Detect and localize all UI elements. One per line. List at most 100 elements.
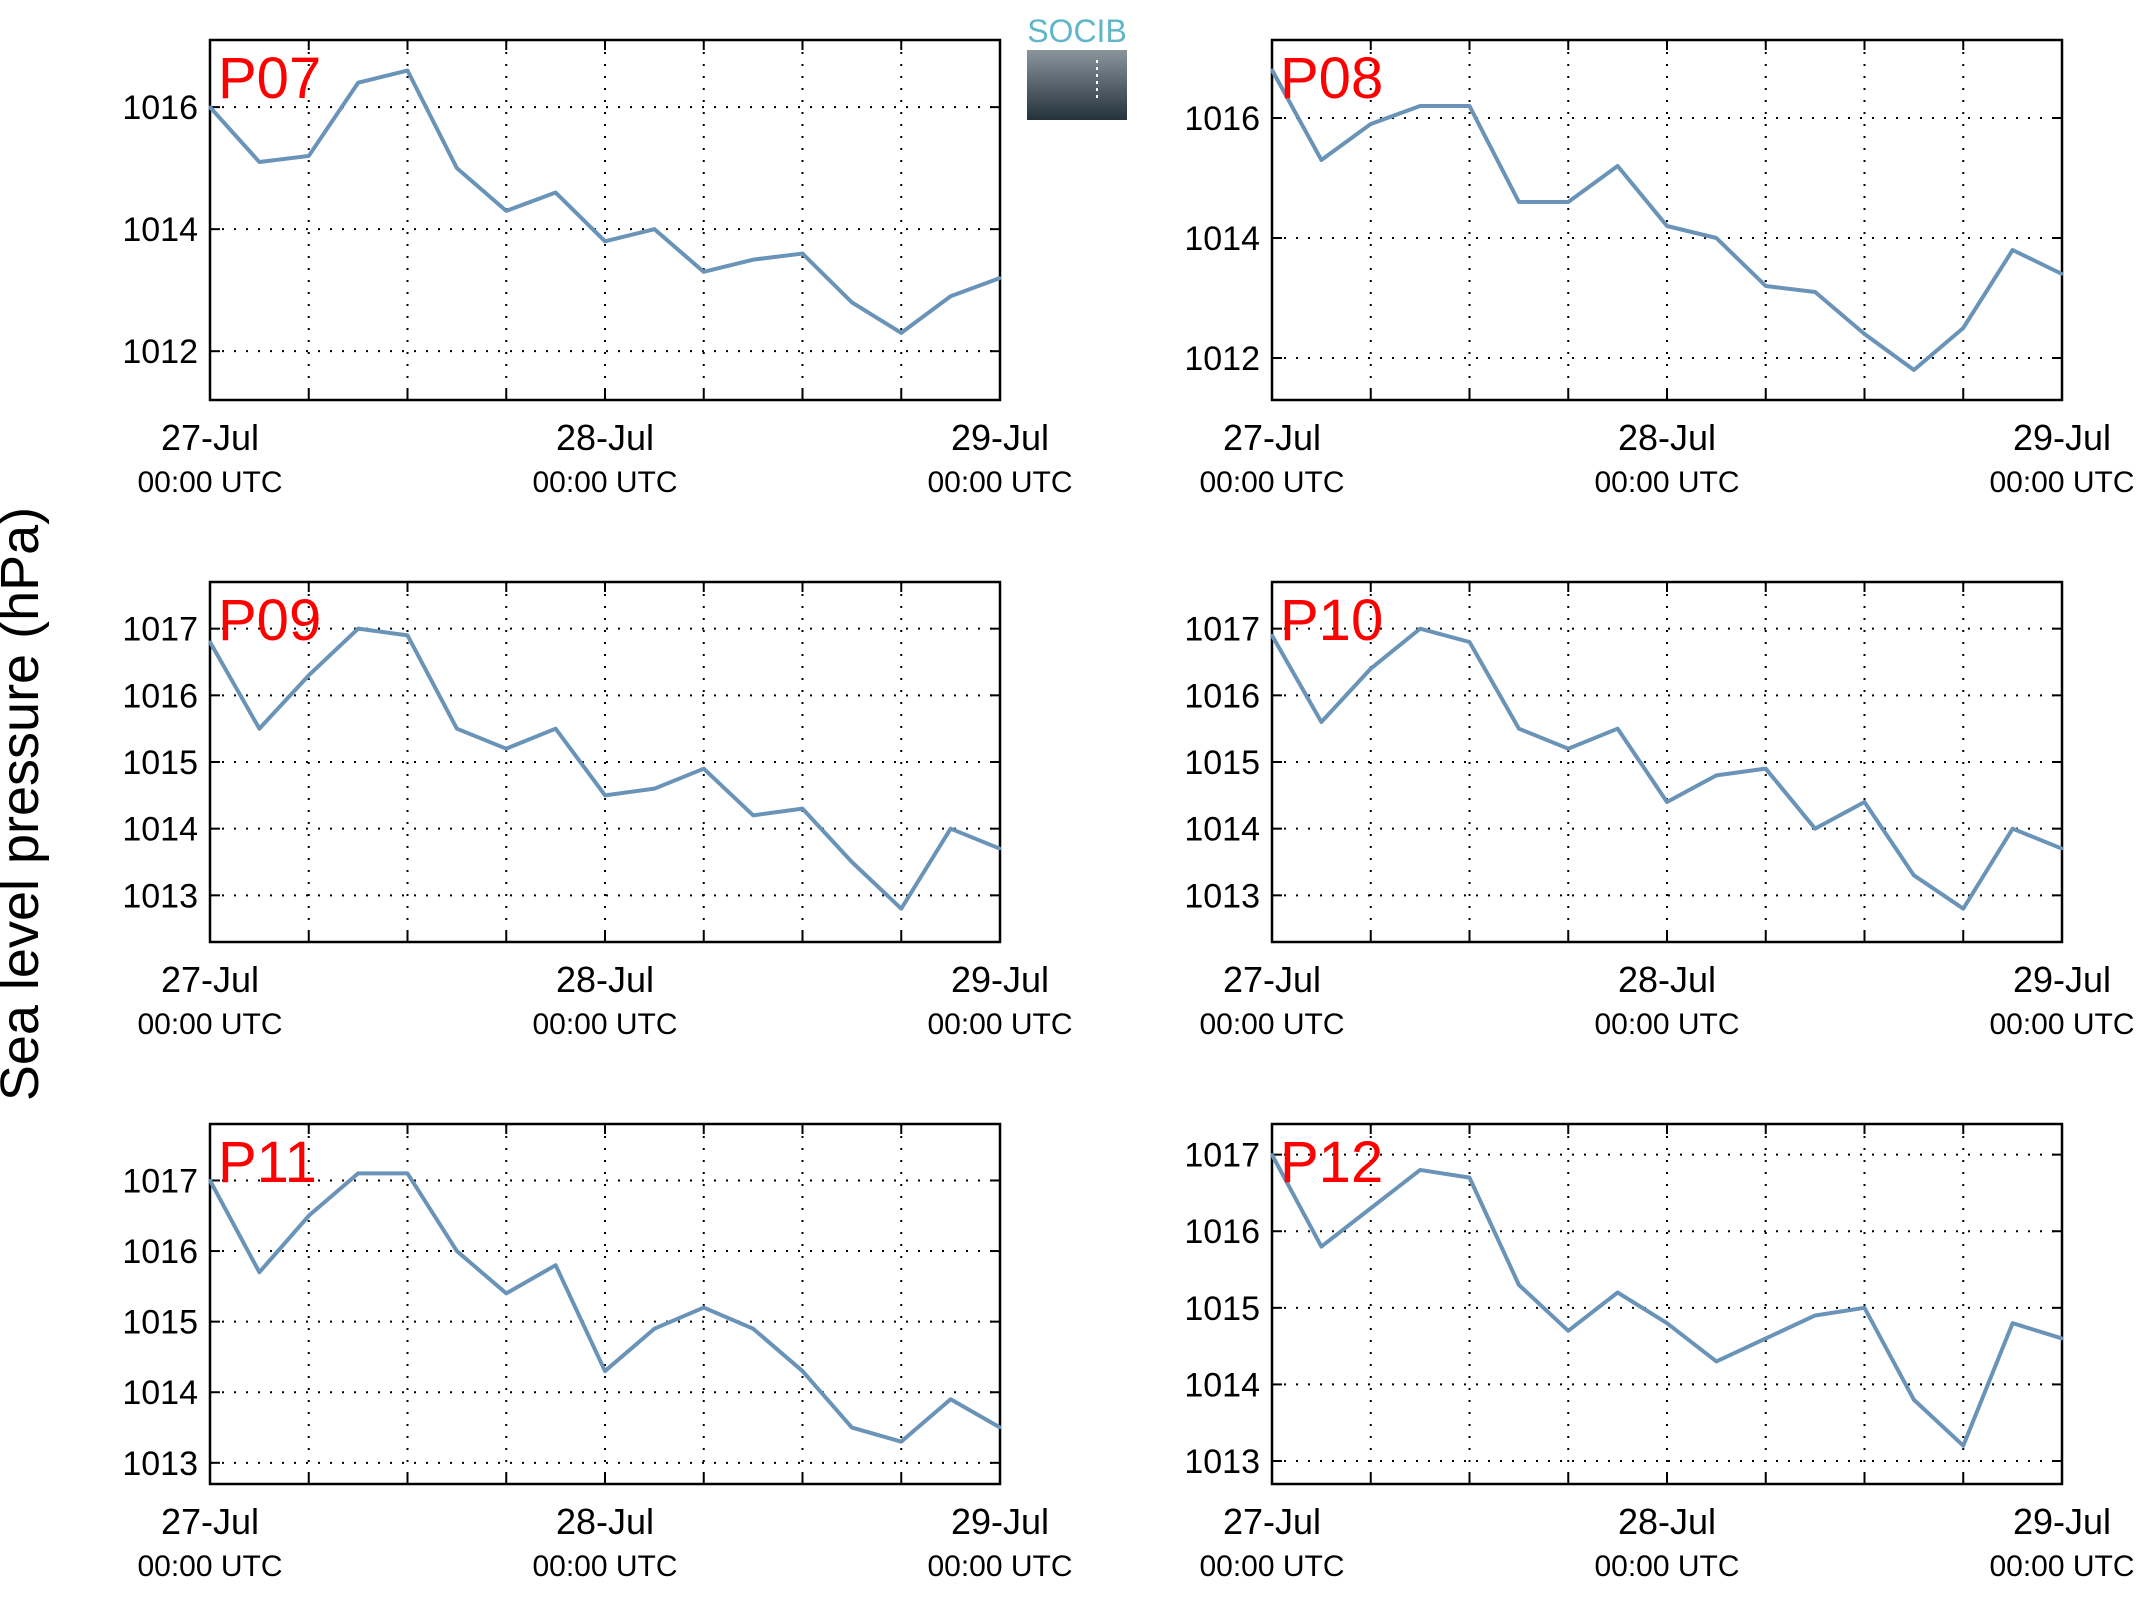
data-point [1319, 1245, 1323, 1249]
data-point [504, 747, 508, 751]
data-point [1566, 747, 1570, 751]
panel-label-p09: P09 [218, 588, 321, 653]
data-point [554, 727, 558, 731]
data-point [899, 331, 903, 335]
panel-label-p11: P11 [218, 1130, 317, 1195]
data-point [1813, 290, 1817, 294]
data-point [751, 258, 755, 262]
data-point [1418, 1168, 1422, 1172]
chart-panel-p11: 1013 1014 1015 1016 1017 27-Jul 00:00 UTC 28-Ju… [122, 1122, 1073, 1583]
data-point [1468, 640, 1471, 644]
data-point [1813, 1313, 1817, 1317]
data-point [2011, 827, 2015, 831]
data-point [356, 81, 360, 85]
data-point [1813, 827, 1817, 831]
plot-frame [1270, 580, 2064, 944]
data-point [406, 633, 409, 637]
data-point [1665, 800, 1669, 804]
x-tick-label-time: 00:00 UTC [1199, 466, 1344, 499]
data-point [1517, 727, 1521, 731]
data-point [1616, 1291, 1620, 1295]
data-point [751, 1327, 755, 1331]
data-point [208, 640, 212, 644]
data-point [1912, 873, 1916, 877]
data-point [1764, 767, 1768, 771]
data-point [1468, 104, 1471, 108]
x-tick-label-date: 28-Jul [556, 417, 654, 458]
data-point [455, 166, 459, 170]
y-tick-label: 1016 [1184, 677, 1260, 715]
data-point [2060, 272, 2064, 276]
x-tick-label-time: 00:00 UTC [927, 466, 1072, 499]
data-point [751, 813, 755, 817]
data-point [1616, 164, 1620, 168]
data-point [455, 727, 459, 731]
data-point [850, 1426, 854, 1430]
x-tick-label-time: 00:00 UTC [1594, 1550, 1739, 1583]
data-point [2060, 847, 2064, 851]
data-point [307, 1214, 311, 1218]
x-tick-label-date: 29-Jul [2013, 1501, 2111, 1542]
data-point [1369, 667, 1373, 671]
data-point [257, 1270, 261, 1274]
x-tick-label-date: 28-Jul [1618, 1501, 1716, 1542]
data-point [504, 209, 508, 213]
chart-panel-p07: 1012 1014 1016 27-Jul 00:00 UTC 28-Jul 00:00 U… [122, 38, 1073, 499]
x-tick-label-date: 27-Jul [161, 1501, 259, 1542]
y-tick-label: 1016 [1184, 100, 1260, 138]
y-tick-label: 1014 [122, 811, 198, 849]
data-point [652, 1327, 656, 1331]
data-point [801, 807, 804, 811]
data-point [406, 1171, 409, 1175]
y-tick-label: 1012 [122, 333, 198, 371]
data-point [307, 154, 311, 158]
data-point [702, 270, 706, 274]
x-tick-label-time: 00:00 UTC [137, 1550, 282, 1583]
y-tick-label: 1017 [1184, 611, 1260, 649]
data-point [1319, 158, 1323, 162]
panel-label-p08: P08 [1280, 46, 1383, 111]
x-tick-label-date: 29-Jul [951, 417, 1049, 458]
logo-text: SOCIB [1027, 13, 1127, 49]
y-tick-label: 1017 [1184, 1137, 1260, 1175]
data-point [998, 847, 1002, 851]
y-tick-label: 1015 [122, 744, 198, 782]
data-point [949, 1397, 953, 1401]
data-point [652, 787, 656, 791]
y-tick-label: 1017 [122, 611, 198, 649]
y-tick-label: 1016 [122, 89, 198, 127]
data-point [257, 160, 261, 164]
plot-frame [208, 1122, 1002, 1486]
x-tick-label-time: 00:00 UTC [1199, 1550, 1344, 1583]
x-tick-label-time: 00:00 UTC [532, 1008, 677, 1041]
data-point [1468, 1176, 1471, 1180]
chart-panels: 1012 1014 1016 27-Jul 00:00 UTC 28-Jul 00:00 U… [122, 38, 2135, 1583]
data-point [1961, 907, 1965, 911]
x-tick-label-date: 27-Jul [161, 959, 259, 1000]
y-tick-label: 1014 [1184, 220, 1260, 258]
x-tick-label-time: 00:00 UTC [1199, 1008, 1344, 1041]
x-tick-label-date: 27-Jul [161, 417, 259, 458]
x-tick-label-time: 00:00 UTC [137, 1008, 282, 1041]
data-point [208, 1178, 212, 1182]
chart-panel-p12: 1013 1014 1015 1016 1017 27-Jul 00:00 UTC 28-Ju… [1184, 1122, 2135, 1583]
y-tick-label: 1015 [1184, 1290, 1260, 1328]
data-point [1418, 627, 1422, 631]
data-point [1616, 727, 1620, 731]
y-tick-label: 1014 [1184, 1366, 1260, 1404]
data-point [1863, 800, 1866, 804]
data-point [356, 627, 360, 631]
data-point [2011, 248, 2015, 252]
data-point [801, 252, 804, 256]
x-tick-label-time: 00:00 UTC [1989, 1008, 2134, 1041]
data-point [652, 227, 656, 231]
data-point [1714, 773, 1718, 777]
x-tick-label-time: 00:00 UTC [927, 1008, 1072, 1041]
y-tick-label: 1014 [122, 1374, 198, 1412]
data-point [1369, 1206, 1373, 1210]
data-point [850, 300, 854, 304]
data-point [406, 69, 409, 73]
chart-panel-p09: 1013 1014 1015 1016 1017 27-Jul 00:00 UTC 28-Ju… [122, 580, 1073, 1041]
y-tick-label: 1015 [1184, 744, 1260, 782]
